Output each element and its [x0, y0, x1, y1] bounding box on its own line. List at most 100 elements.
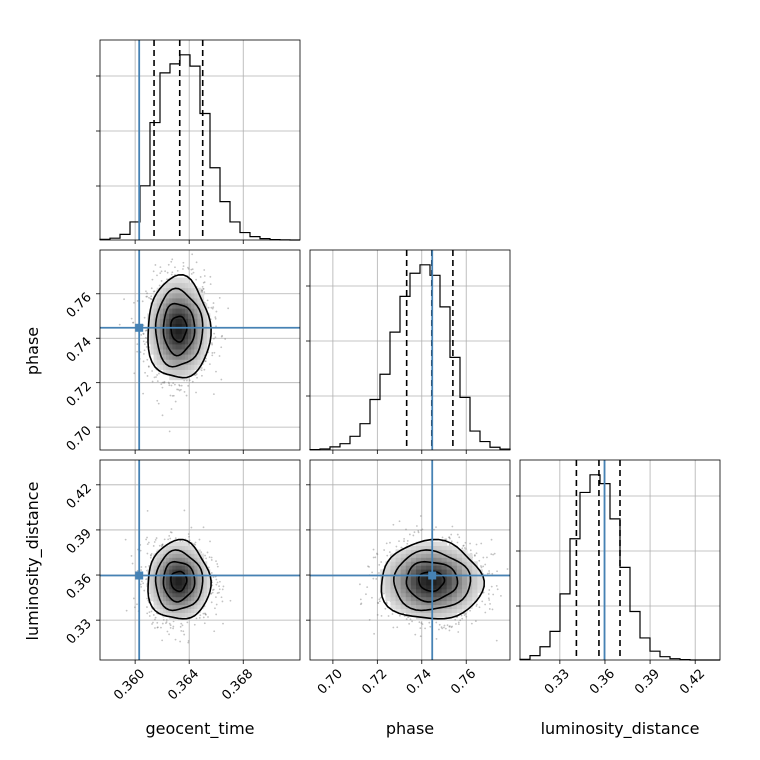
density-bin: [203, 303, 208, 309]
scatter-point: [448, 625, 451, 628]
density-bin: [410, 600, 417, 606]
density-bin: [431, 581, 437, 586]
density-bin: [184, 561, 189, 566]
density-bin: [181, 600, 186, 606]
density-bin: [156, 577, 161, 582]
density-bin: [172, 561, 176, 566]
density-bin: [153, 569, 158, 574]
density-bin: [441, 596, 448, 602]
density-bin: [200, 553, 205, 558]
density-bin: [421, 545, 427, 550]
density-bin: [178, 608, 183, 613]
scatter-point: [378, 598, 381, 601]
density-bin: [147, 333, 151, 340]
scatter-point: [168, 622, 171, 625]
density-bin: [467, 592, 473, 598]
scatter-point: [201, 289, 204, 292]
joint-panel-phase-luminosity_distance: 0.70 0.72 0.74 0.76: [306, 459, 511, 698]
density-bin: [380, 581, 386, 586]
scatter-point: [161, 622, 164, 625]
density-bin: [431, 608, 437, 613]
density-bin: [446, 604, 453, 610]
density-bin: [441, 549, 448, 554]
density-bin: [421, 600, 427, 606]
density-bin: [181, 369, 186, 376]
density-bin: [395, 604, 402, 610]
density-bin: [162, 577, 167, 582]
scatter-point: [145, 346, 148, 348]
density-bin: [441, 545, 448, 550]
density-bin: [169, 282, 173, 289]
scatter-point: [153, 376, 156, 379]
density-bin: [441, 565, 448, 570]
density-bin: [197, 287, 201, 294]
density-bin: [191, 344, 195, 350]
scatter-point: [215, 578, 218, 581]
density-bin: [446, 596, 453, 602]
density-bin: [410, 557, 417, 562]
density-bin: [416, 600, 422, 606]
density-bin: [150, 333, 154, 340]
density-bin: [159, 298, 164, 304]
scatter-point: [371, 571, 374, 574]
density-bin: [169, 369, 173, 376]
scatter-point: [166, 278, 168, 281]
density-bin: [395, 577, 402, 582]
density-bin: [410, 569, 417, 574]
density-bin: [203, 349, 208, 355]
density-bin: [441, 612, 448, 617]
density-bin: [405, 592, 412, 598]
density-bin: [184, 369, 189, 376]
density-bin: [426, 565, 432, 570]
scatter-point: [403, 537, 406, 540]
density-bin: [150, 349, 154, 355]
density-bin: [162, 565, 167, 570]
ylabel-luminosity-distance: luminosity_distance: [23, 482, 43, 641]
density-bin: [156, 608, 161, 613]
density-bin: [456, 584, 463, 590]
contour-line: [417, 570, 446, 593]
scatter-point: [209, 283, 212, 286]
density-bin: [172, 323, 176, 330]
contour-line: [380, 538, 486, 620]
density-bin: [178, 303, 183, 309]
density-bin: [175, 600, 180, 606]
scatter-point: [213, 332, 216, 335]
scatter-point: [421, 623, 424, 626]
contour-line: [162, 302, 196, 357]
density-bin: [172, 541, 176, 546]
scatter-point: [215, 596, 217, 599]
scatter-point: [161, 543, 164, 546]
density-bin: [175, 328, 180, 335]
density-bin: [162, 287, 167, 294]
density-bin: [203, 584, 208, 590]
density-bin: [178, 318, 183, 324]
density-bin: [184, 303, 189, 309]
scatter-point: [136, 343, 139, 345]
scatter-point: [438, 623, 441, 626]
scatter-point: [201, 286, 204, 288]
density-bin: [385, 565, 391, 570]
scatter-point: [201, 289, 204, 292]
density-bin: [159, 581, 164, 586]
scatter-point: [492, 553, 495, 556]
density-bin: [200, 565, 205, 570]
density-bin: [175, 561, 180, 566]
scatter-point: [360, 602, 363, 605]
density-bin: [169, 344, 173, 350]
density-bin: [162, 328, 167, 335]
density-bin: [178, 565, 183, 570]
density-bin: [395, 569, 402, 574]
scatter-point: [414, 633, 417, 636]
density-bin: [181, 338, 186, 345]
contour-line: [147, 538, 212, 620]
scatter-point: [220, 346, 223, 349]
scatter-point: [151, 278, 154, 281]
scatter-point: [487, 597, 490, 600]
xtick-label-phase: 0.72: [359, 666, 390, 697]
density-bin: [188, 545, 192, 550]
density-bin: [421, 549, 427, 554]
density-bin: [162, 308, 167, 314]
scatter-point: [367, 565, 369, 568]
